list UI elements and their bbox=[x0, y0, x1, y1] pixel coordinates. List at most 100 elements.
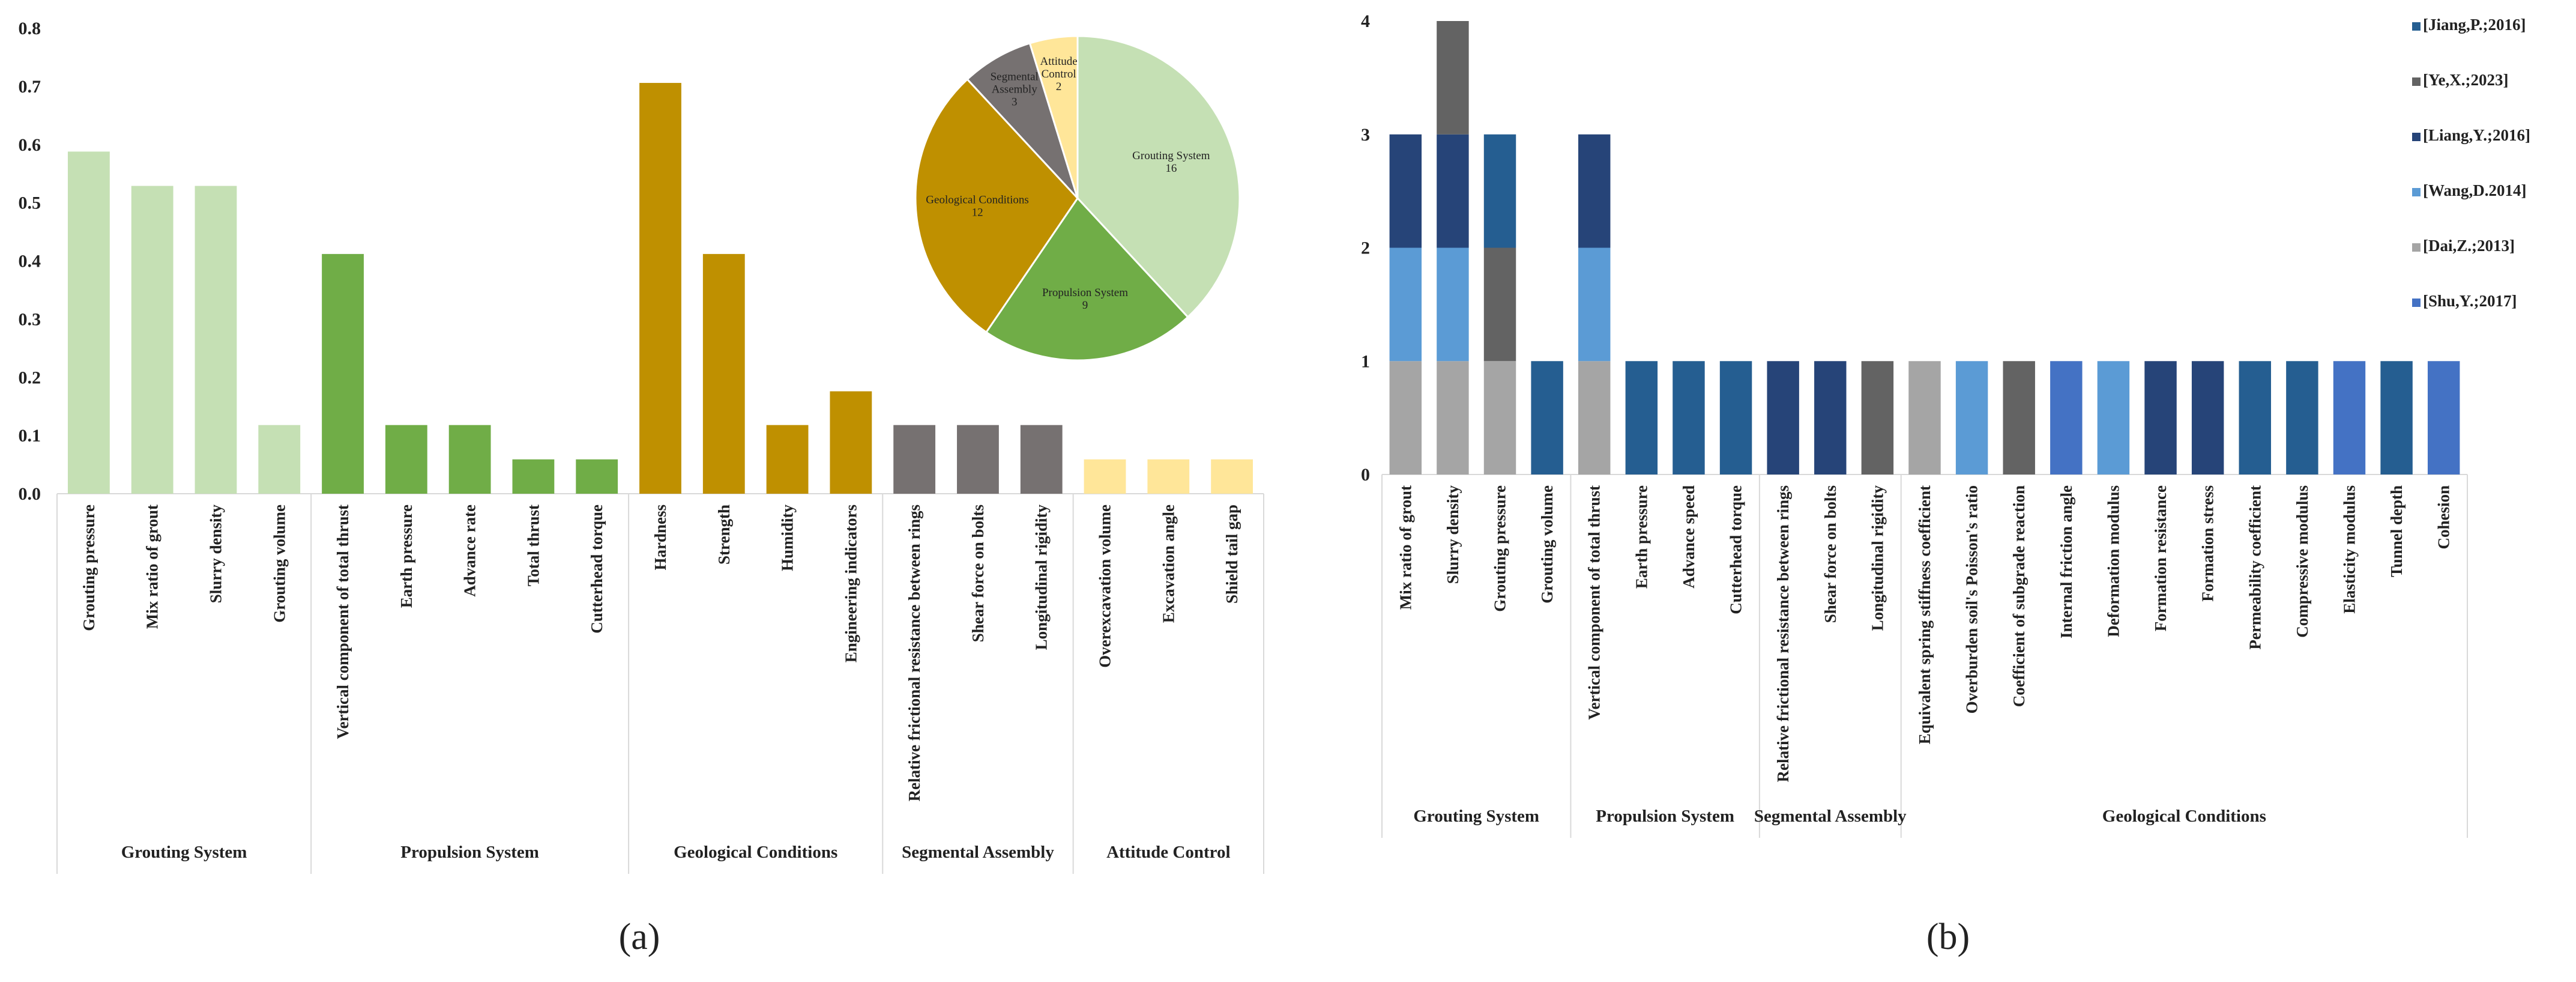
x-tick-label: Advance speed bbox=[1680, 485, 1698, 589]
x-tick-label: Vertical component of total thrust bbox=[1585, 485, 1603, 720]
x-tick-label: Advance rate bbox=[461, 505, 479, 597]
x-tick-label: Slurry density bbox=[1444, 485, 1462, 584]
x-tick-label: Vertical component of total thrust bbox=[334, 505, 352, 739]
bar-segment-grouting-pressure-dai-z-2013 bbox=[1483, 361, 1516, 474]
bar-segment-grouting-pressure-ye-x-2023 bbox=[1483, 247, 1516, 362]
bar-longitudinal-rigidity bbox=[1020, 425, 1063, 494]
chart-b: 0 1 2 3 4 Mix ratio of grout Slurry density Gro… bbox=[1291, 0, 2576, 979]
x-tick-label: Overburden soil's Poisson's ratio bbox=[1963, 485, 1981, 714]
group-label-propulsion-system: Propulsion System bbox=[1596, 807, 1734, 826]
bar-segment-coefficient-of-subgrade-reaction-ye-x-2023 bbox=[2003, 361, 2035, 474]
x-tick-label: Equivalent spring stiffness coefficient bbox=[1916, 485, 1934, 744]
legend-label-dai-z-2013: [Dai,Z.;2013] bbox=[2423, 237, 2515, 255]
x-tick-label: Elasticity modulus bbox=[2340, 485, 2358, 614]
x-tick-label: Permeability coefficient bbox=[2246, 485, 2264, 650]
bar-advance-rate bbox=[448, 425, 491, 494]
x-tick-label: Longitudinal rigidity bbox=[1033, 505, 1051, 650]
x-tick-label: Formation stress bbox=[2199, 485, 2217, 602]
y-tick-label: 2 bbox=[1361, 238, 1370, 258]
x-tick-label: Mix ratio of grout bbox=[143, 505, 161, 629]
legend-swatch-wang-d-2014 bbox=[2412, 188, 2421, 196]
x-tick-label: Strength bbox=[715, 505, 733, 565]
bar-segment-deformation-modulus-wang-d-2014 bbox=[2097, 361, 2130, 474]
y-tick-label: 1 bbox=[1361, 351, 1370, 371]
x-tick-label: Shear force on bolts bbox=[1821, 485, 1839, 623]
bar-grouting-volume bbox=[258, 425, 301, 494]
bar-segment-slurry-density-ye-x-2023 bbox=[1437, 21, 1469, 135]
bar-earth-pressure bbox=[385, 425, 427, 494]
bar-segment-relative-frictional-resistance-between-rings-liang-y-2016 bbox=[1767, 361, 1799, 474]
x-tick-label: Cohesion bbox=[2435, 485, 2453, 550]
pie-slice-segmental-assembly bbox=[966, 42, 1079, 199]
pie-label-geological-conditions: Geological Conditions 12 bbox=[926, 194, 1029, 219]
x-tick-label: Earth pressure bbox=[1632, 485, 1650, 589]
legend-label-ye-x-2023: [Ye,X.;2023] bbox=[2423, 71, 2508, 89]
x-tick-label: Longitudinal rigidity bbox=[1868, 485, 1886, 631]
group-label-segmental-assembly: Segmental Assembly bbox=[902, 843, 1054, 862]
legend-label-wang-d-2014: [Wang,D.2014] bbox=[2423, 181, 2527, 199]
x-tick-label: Overexcavation volume bbox=[1096, 505, 1114, 668]
bar-segment-vertical-component-of-total-thrust-dai-z-2013 bbox=[1578, 361, 1611, 474]
y-tick-label: 0.8 bbox=[19, 19, 41, 38]
bar-overexcavation-volume bbox=[1084, 459, 1126, 494]
bar-segment-vertical-component-of-total-thrust-wang-d-2014 bbox=[1578, 247, 1611, 362]
bar-shear-force-on-bolts bbox=[957, 425, 999, 494]
x-tick-label: Relative frictional resistance between r… bbox=[1774, 485, 1792, 782]
group-label-propulsion-system: Propulsion System bbox=[400, 843, 539, 862]
x-tick-label: Excavation angle bbox=[1159, 505, 1177, 623]
x-tick-label: Grouting pressure bbox=[80, 505, 98, 631]
bar-segment-slurry-density-wang-d-2014 bbox=[1437, 247, 1469, 362]
x-tick-label: Slurry density bbox=[207, 505, 225, 604]
bar-segment-vertical-component-of-total-thrust-liang-y-2016 bbox=[1578, 134, 1611, 248]
x-tick-label: Shear force on bolts bbox=[969, 505, 987, 642]
group-label-geological-conditions: Geological Conditions bbox=[674, 843, 837, 862]
bar-segment-formation-resistance-liang-y-2016 bbox=[2144, 361, 2177, 474]
panel-label-b: (b) bbox=[1926, 917, 1970, 957]
bar-relative-frictional-resistance-between-rings bbox=[893, 425, 936, 494]
legend-swatch-shu-y-2017 bbox=[2412, 299, 2421, 307]
bar-segment-equivalent-spring-stiffness-coefficient-dai-z-2013 bbox=[1908, 361, 1941, 474]
group-label-geological-conditions: Geological Conditions bbox=[2102, 807, 2266, 826]
bar-excavation-angle bbox=[1147, 459, 1190, 494]
bar-strength bbox=[702, 253, 745, 494]
pie-label-attitude-control: Attitude Control 2 bbox=[1040, 55, 1077, 93]
bar-segment-slurry-density-liang-y-2016 bbox=[1437, 134, 1469, 248]
y-tick-label: 0 bbox=[1361, 465, 1370, 485]
pie-label-propulsion-system: Propulsion System 9 bbox=[1042, 286, 1128, 312]
bar-total-thrust bbox=[512, 459, 555, 494]
group-label-attitude-control: Attitude Control bbox=[1106, 843, 1230, 862]
y-tick-label: 4 bbox=[1361, 11, 1370, 31]
legend-swatch-liang-y-2016 bbox=[2412, 133, 2421, 141]
bar-segment-shear-force-on-bolts-liang-y-2016 bbox=[1814, 361, 1847, 474]
pie-label-grouting-system: Grouting System 16 bbox=[1132, 150, 1210, 175]
x-tick-label: Hardness bbox=[651, 505, 669, 571]
bar-segment-elasticity-modulus-shu-y-2017 bbox=[2333, 361, 2366, 474]
chart-b-svg: 0 1 2 3 4 Mix ratio of grout Slurry density Gro… bbox=[1361, 11, 2530, 957]
bar-segment-internal-friction-angle-shu-y-2017 bbox=[2050, 361, 2083, 474]
y-tick-label: 0.5 bbox=[19, 193, 41, 213]
y-tick-label: 0.2 bbox=[19, 368, 41, 387]
x-tick-label: Total thrust bbox=[524, 505, 542, 586]
x-tick-label: Shield tail gap bbox=[1223, 505, 1241, 604]
y-tick-label: 3 bbox=[1361, 125, 1370, 145]
legend-swatch-ye-x-2023 bbox=[2412, 77, 2421, 86]
bar-segment-advance-speed-jiang-p-2016 bbox=[1673, 361, 1705, 474]
pie-slice-attitude-control bbox=[1028, 35, 1079, 199]
bar-segment-grouting-volume-jiang-p-2016 bbox=[1531, 361, 1563, 474]
bar-segment-slurry-density-dai-z-2013 bbox=[1437, 361, 1469, 474]
x-tick-label: Mix ratio of grout bbox=[1396, 485, 1414, 610]
panel-label-a: (a) bbox=[619, 917, 660, 957]
x-tick-label: Earth pressure bbox=[397, 505, 415, 608]
x-tick-label: Grouting volume bbox=[1538, 485, 1556, 604]
x-tick-label: Humidity bbox=[779, 505, 797, 572]
pie-slice-grouting-system bbox=[1076, 35, 1241, 319]
group-label-grouting-system: Grouting System bbox=[121, 843, 247, 862]
legend-label-jiang-p-2016: [Jiang,P.;2016] bbox=[2423, 16, 2526, 34]
bar-segment-compressive-modulus-jiang-p-2016 bbox=[2286, 361, 2318, 474]
y-tick-label: 0.0 bbox=[19, 484, 41, 504]
x-tick-label: Relative frictional resistance between r… bbox=[905, 505, 923, 801]
x-tick-label: Internal friction angle bbox=[2057, 485, 2075, 638]
pie-label-segmental-assembly: Segmental Assembly 3 bbox=[991, 71, 1039, 109]
y-tick-label: 0.3 bbox=[19, 309, 41, 329]
bar-segment-overburden-soil-s-poisson-s-ratio-wang-d-2014 bbox=[1955, 361, 1988, 474]
